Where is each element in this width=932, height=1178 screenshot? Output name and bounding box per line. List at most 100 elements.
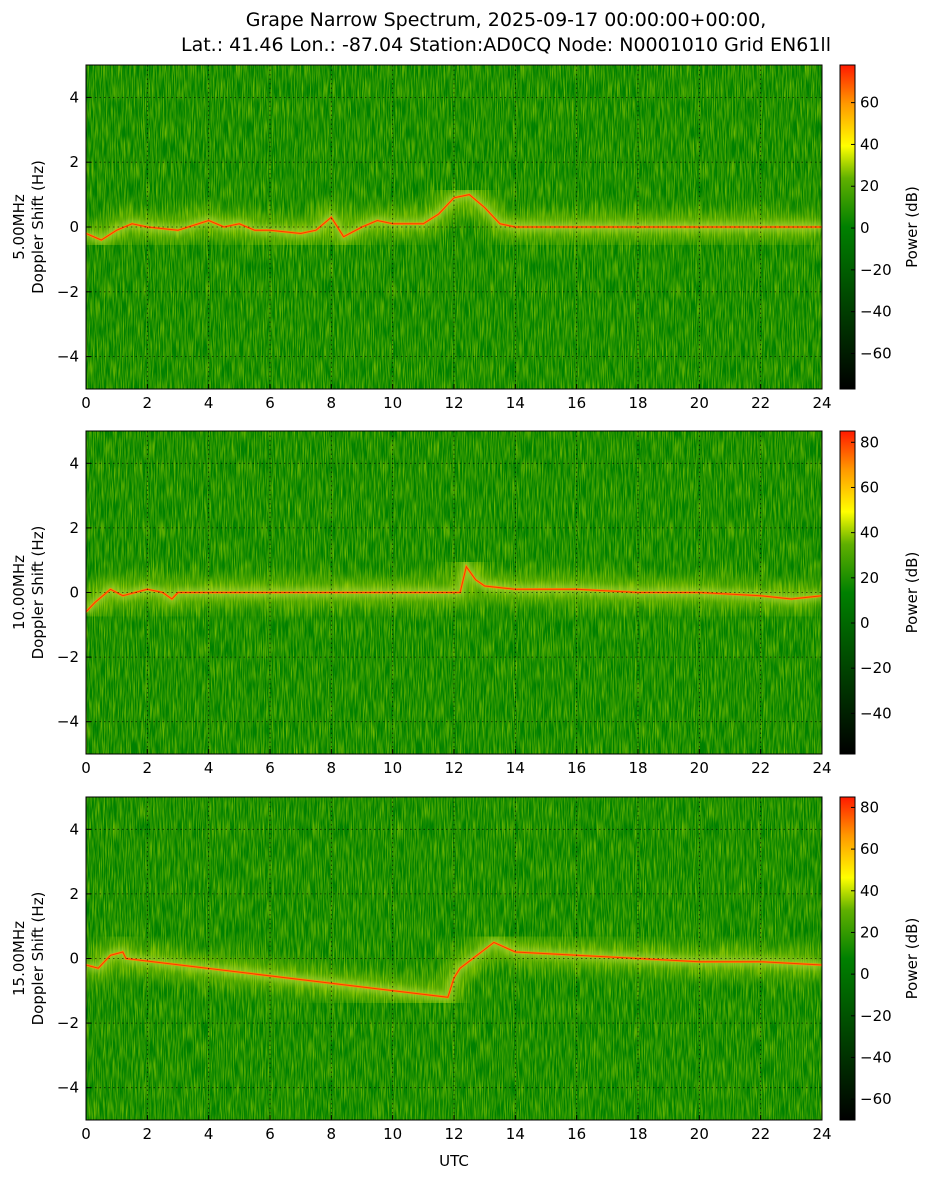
- x-tick-label: 6: [265, 1125, 275, 1143]
- y-tick-label: −4: [57, 713, 79, 731]
- x-tick-label: 18: [628, 759, 647, 777]
- x-tick-label: 12: [444, 759, 463, 777]
- x-tick-label: 14: [506, 759, 525, 777]
- colorbar-tick-label: −40: [860, 303, 892, 321]
- x-tick-label: 4: [204, 1125, 214, 1143]
- y-tick-label: 2: [69, 153, 79, 171]
- colorbar-tick-label: 60: [860, 840, 879, 858]
- y-tick-label: −2: [57, 1014, 79, 1032]
- colorbar-tick-label: 80: [860, 798, 879, 816]
- x-tick-label: 8: [327, 394, 337, 412]
- x-tick-label: 8: [327, 1125, 337, 1143]
- colorbar-label: Power (dB): [903, 552, 921, 634]
- colorbar: [839, 796, 856, 1121]
- x-tick-label: 10: [383, 394, 402, 412]
- colorbar: [839, 64, 856, 390]
- x-tick-label: 16: [567, 759, 586, 777]
- colorbar-tick-label: 20: [860, 923, 879, 941]
- signal-trace-core: [86, 194, 822, 241]
- x-tick-label: 4: [204, 759, 214, 777]
- colorbar-tick-label: −40: [860, 1048, 892, 1066]
- x-tick-label: 0: [81, 1125, 91, 1143]
- colorbar-tick-label: −60: [860, 1090, 892, 1108]
- y-tick-label: 0: [69, 218, 79, 236]
- colorbar-tick-label: 40: [860, 524, 879, 542]
- x-axis-label: UTC: [439, 1152, 469, 1170]
- x-tick-label: 6: [265, 394, 275, 412]
- colorbar-tick-label: 60: [860, 478, 879, 496]
- x-tick-label: 20: [690, 394, 709, 412]
- colorbar-tick-label: 40: [860, 882, 879, 900]
- x-tick-label: 12: [444, 1125, 463, 1143]
- x-tick-label: 2: [143, 1125, 153, 1143]
- y-tick-label: −4: [57, 1079, 79, 1097]
- x-tick-label: 16: [567, 394, 586, 412]
- x-tick-label: 24: [812, 394, 831, 412]
- colorbar-label: Power (dB): [903, 186, 921, 268]
- colorbar-tick-label: 0: [860, 614, 870, 632]
- x-tick-label: 2: [143, 394, 153, 412]
- y-tick-label: 4: [69, 454, 79, 472]
- y-axis-label-freq: 5.00MHz: [10, 194, 28, 260]
- colorbar-tick-label: −40: [860, 704, 892, 722]
- y-tick-label: 2: [69, 885, 79, 903]
- y-axis-label-freq: 10.00MHz: [10, 555, 28, 630]
- x-tick-label: 22: [751, 1125, 770, 1143]
- colorbar-tick-label: −20: [860, 261, 892, 279]
- colorbar-tick-label: −20: [860, 1007, 892, 1025]
- x-tick-label: 0: [81, 759, 91, 777]
- colorbar-tick-label: 20: [860, 569, 879, 587]
- colorbar-tick-label: 40: [860, 135, 879, 153]
- x-tick-label: 22: [751, 759, 770, 777]
- y-tick-label: 0: [69, 950, 79, 968]
- x-tick-label: 20: [690, 1125, 709, 1143]
- x-tick-label: 18: [628, 394, 647, 412]
- colorbar-tick-label: 0: [860, 965, 870, 983]
- colorbar: [839, 430, 856, 755]
- colorbar-tick-label: 0: [860, 219, 870, 237]
- colorbar-label: Power (dB): [903, 918, 921, 1000]
- colorbar-tick-label: −20: [860, 659, 892, 677]
- colorbar-tick-label: 20: [860, 177, 879, 195]
- y-tick-label: 0: [69, 584, 79, 602]
- colorbar-tick-label: −60: [860, 344, 892, 362]
- y-tick-label: −2: [57, 283, 79, 301]
- spectrogram-area: [86, 431, 822, 754]
- x-tick-label: 0: [81, 394, 91, 412]
- x-tick-label: 8: [327, 759, 337, 777]
- x-tick-label: 4: [204, 394, 214, 412]
- y-axis-label: Doppler Shift (Hz): [29, 892, 47, 1026]
- x-tick-label: 24: [812, 1125, 831, 1143]
- colorbar-tick-label: 80: [860, 433, 879, 451]
- spectrogram-area: [86, 797, 822, 1120]
- y-axis-label-freq: 15.00MHz: [10, 921, 28, 996]
- x-tick-label: 12: [444, 394, 463, 412]
- y-tick-label: −2: [57, 648, 79, 666]
- x-tick-label: 20: [690, 759, 709, 777]
- x-tick-label: 18: [628, 1125, 647, 1143]
- signal-trace-core: [86, 941, 822, 998]
- x-tick-label: 6: [265, 759, 275, 777]
- spectrogram-area: [86, 65, 822, 389]
- y-axis-label: Doppler Shift (Hz): [29, 160, 47, 294]
- x-tick-label: 10: [383, 1125, 402, 1143]
- chart-title-line1: Grape Narrow Spectrum, 2025-09-17 00:00:…: [246, 9, 767, 31]
- colorbar-tick-label: 60: [860, 94, 879, 112]
- y-tick-label: 4: [69, 88, 79, 106]
- x-tick-label: 24: [812, 759, 831, 777]
- x-tick-label: 14: [506, 1125, 525, 1143]
- chart-title-line2: Lat.: 41.46 Lon.: -87.04 Station:AD0CQ N…: [181, 34, 831, 56]
- y-tick-label: −4: [57, 348, 79, 366]
- x-tick-label: 14: [506, 394, 525, 412]
- x-tick-label: 10: [383, 759, 402, 777]
- y-axis-label: Doppler Shift (Hz): [29, 526, 47, 660]
- y-tick-label: 4: [69, 820, 79, 838]
- x-tick-label: 2: [143, 759, 153, 777]
- x-tick-label: 16: [567, 1125, 586, 1143]
- x-tick-label: 22: [751, 394, 770, 412]
